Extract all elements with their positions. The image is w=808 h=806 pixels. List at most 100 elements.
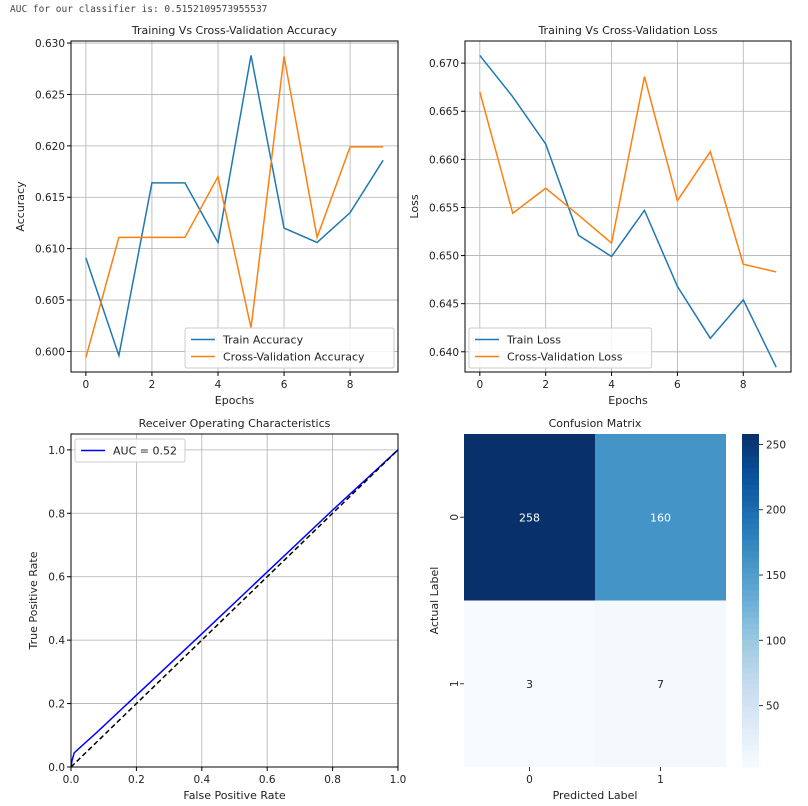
colorbar-segment — [742, 589, 759, 596]
colorbar-tick-label: 250 — [766, 439, 786, 451]
colorbar-segment — [742, 639, 759, 646]
y-tick-label: 1.0 — [48, 445, 65, 457]
plot-frame — [464, 40, 792, 373]
plot-frame — [70, 433, 399, 768]
x-tick-label: 1 — [657, 774, 664, 786]
x-axis-label: Epochs — [608, 394, 648, 407]
legend: Train Accuracy Cross-Validation Accuracy — [184, 327, 395, 369]
colorbar-segment — [742, 594, 759, 602]
colorbar-segment — [742, 739, 759, 746]
colorbar-segment — [742, 434, 759, 441]
chart-title: Training Vs Cross-Validation Accuracy — [131, 24, 338, 37]
colorbar-segment — [742, 683, 759, 690]
y-tick-label: 0.0 — [48, 762, 65, 774]
plot-frame — [70, 40, 399, 373]
colorbar-segment — [742, 495, 759, 502]
x-tick-label: 6 — [674, 379, 681, 391]
x-axis-label: Epochs — [215, 394, 255, 407]
y-axis-label: Actual Label — [428, 567, 441, 635]
y-tick-label: 0.2 — [48, 699, 65, 711]
x-tick-label: 0.4 — [193, 774, 210, 786]
colorbar-tick-label: 50 — [766, 701, 779, 713]
legend-label: AUC = 0.52 — [113, 445, 177, 458]
chart-2: 0 2 4 6 8 0.640 0.645 0.650 0.655 0.660 0.665 0.670… — [408, 24, 792, 407]
legend-label: Train Accuracy — [222, 334, 304, 347]
colorbar-segment — [742, 628, 759, 635]
colorbar-segment — [742, 506, 759, 513]
colorbar-segment — [742, 533, 759, 541]
y-tick-label: 1 — [449, 680, 461, 687]
y-tick-label: 0.645 — [429, 299, 459, 311]
x-axis-label: False Positive Rate — [183, 789, 285, 802]
heatmap-cell — [464, 434, 595, 601]
x-tick-label: 0.0 — [63, 774, 80, 786]
x-tick-label: 2 — [542, 379, 549, 391]
colorbar-segment — [742, 539, 759, 546]
y-tick-label: 0.640 — [429, 347, 459, 359]
colorbar-segment — [742, 606, 759, 613]
colorbar-segment — [742, 700, 759, 707]
series-line-2 — [70, 449, 399, 768]
colorbar-segment — [742, 656, 759, 663]
y-tick-label: 0.630 — [35, 38, 65, 50]
colorbar-segment — [742, 755, 759, 763]
legend-label: Train Loss — [506, 334, 561, 347]
y-tick-label: 0.6 — [48, 572, 65, 584]
colorbar-segment — [742, 450, 759, 457]
y-tick-label: 0.600 — [35, 346, 65, 358]
x-tick-label: 0 — [83, 379, 90, 391]
chart-title: Confusion Matrix — [549, 417, 642, 430]
colorbar-segment — [742, 661, 759, 668]
x-tick-label: 8 — [347, 379, 354, 391]
x-tick-label: 2 — [149, 379, 156, 391]
colorbar-segment — [742, 511, 759, 518]
x-tick-label: 0 — [526, 774, 533, 786]
y-tick-label: 0.605 — [35, 295, 65, 307]
colorbar-segment — [742, 528, 759, 535]
chart-1: 0 2 4 6 8 0.600 0.605 0.610 0.615 0.620 0.625 0.630… — [14, 24, 399, 407]
legend-box — [74, 438, 186, 463]
colorbar-segment — [742, 617, 759, 624]
y-tick-label: 0.660 — [429, 154, 459, 166]
heatmap-cell — [595, 600, 726, 767]
chart-4: 258 160 3 7 0 1 0 1 Confusion Matrix Predicted La… — [428, 417, 786, 802]
y-tick-label: 0.625 — [35, 89, 65, 101]
chart-3: 0.0 0.2 0.4 0.6 0.8 1.0 0.0 0.2 0.4 0.6 0.8 1.0 Rece… — [27, 417, 406, 802]
colorbar-segment — [742, 578, 759, 585]
x-tick-label: 0.6 — [259, 774, 276, 786]
colorbar-segment — [742, 572, 759, 579]
colorbar-segment — [742, 517, 759, 524]
colorbar-segment — [742, 500, 759, 507]
colorbar-segment — [742, 678, 759, 685]
colorbar-tick-label: 150 — [766, 570, 786, 582]
x-tick-label: 8 — [740, 379, 747, 391]
series-line-2 — [479, 76, 777, 273]
colorbar-segment — [742, 750, 759, 757]
colorbar-segment — [742, 633, 759, 640]
chart-title: Receiver Operating Characteristics — [139, 417, 331, 430]
colorbar-segment — [742, 611, 759, 618]
colorbar-segment — [742, 483, 759, 491]
colorbar: 50 100 150 200 250 — [742, 434, 786, 768]
x-tick-label: 6 — [281, 379, 288, 391]
x-tick-label: 4 — [215, 379, 222, 391]
legend-box — [184, 327, 395, 369]
colorbar-segment — [742, 722, 759, 729]
colorbar-segment — [742, 717, 759, 724]
cell-value-label: 160 — [650, 511, 671, 524]
colorbar-segment — [742, 600, 759, 607]
cell-value-label: 3 — [526, 678, 533, 691]
y-tick-label: 0.8 — [48, 508, 65, 520]
heatmap-cell — [595, 434, 726, 601]
colorbar-segment — [742, 705, 759, 713]
colorbar-segment — [742, 689, 759, 696]
colorbar-segment — [742, 644, 759, 652]
y-tick-label: 0.615 — [35, 192, 65, 204]
heatmap-cell — [464, 600, 595, 767]
y-axis-label: True Positive Rate — [27, 551, 40, 650]
colorbar-segment — [742, 667, 759, 674]
y-tick-label: 0.670 — [429, 58, 459, 70]
colorbar-segment — [742, 744, 759, 751]
colorbar-segment — [742, 550, 759, 557]
